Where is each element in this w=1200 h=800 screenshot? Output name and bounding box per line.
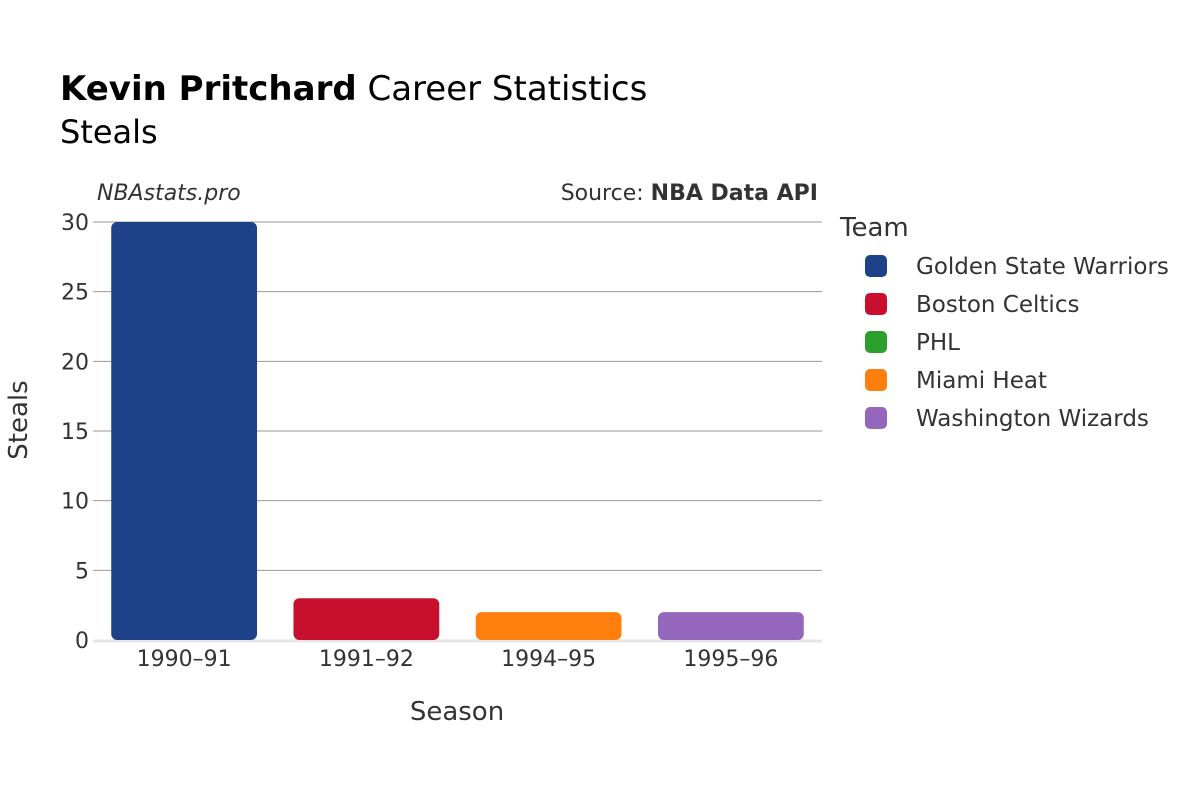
source-name: NBA Data API	[651, 181, 818, 206]
y-tick-label: 15	[61, 420, 89, 445]
legend-swatch	[865, 331, 887, 353]
x-tick-label: 1994–95	[501, 647, 596, 672]
y-tick-label: 25	[61, 281, 89, 306]
legend-swatch	[865, 369, 887, 391]
player-name: Kevin Pritchard	[60, 69, 357, 109]
y-tick-label: 30	[61, 211, 89, 236]
legend-label: Washington Wizards	[916, 406, 1149, 432]
legend-label: Miami Heat	[916, 368, 1047, 394]
source-note: Source: NBA Data API	[561, 181, 818, 206]
x-tick-label: 1995–96	[683, 647, 778, 672]
bar	[657, 612, 804, 640]
bar	[293, 598, 440, 640]
y-tick-label: 10	[61, 490, 89, 515]
bars	[111, 222, 804, 640]
chart-subtitle: Steals	[60, 113, 158, 151]
x-tick-label: 1990–91	[137, 647, 232, 672]
chart-title: Kevin Pritchard Career Statistics	[60, 69, 647, 109]
x-tick-label: 1991–92	[319, 647, 414, 672]
legend: Golden State Warriors Boston Celtics PHL Mi…	[865, 254, 1169, 432]
y-axis-ticks: 0 5 10 15 20 25 30	[61, 211, 89, 654]
legend-label: Boston Celtics	[916, 292, 1079, 318]
title-rest: Career Statistics	[357, 69, 648, 109]
y-tick-label: 5	[75, 559, 89, 584]
y-axis-title: Steals	[4, 380, 34, 459]
legend-swatch	[865, 407, 887, 429]
legend-title: Team	[839, 213, 909, 243]
bar	[111, 222, 258, 640]
legend-swatch	[865, 293, 887, 315]
x-axis-ticks: 1990–91 1991–92 1994–95 1995–96	[137, 647, 779, 672]
bar	[475, 612, 622, 640]
y-tick-label: 0	[75, 629, 89, 654]
source-prefix: Source:	[561, 181, 651, 206]
legend-label: PHL	[916, 330, 960, 356]
legend-label: Golden State Warriors	[916, 254, 1169, 280]
watermark: NBAstats.pro	[97, 181, 241, 206]
y-tick-label: 20	[61, 350, 89, 375]
x-axis-title: Season	[410, 697, 504, 727]
legend-swatch	[865, 255, 887, 277]
